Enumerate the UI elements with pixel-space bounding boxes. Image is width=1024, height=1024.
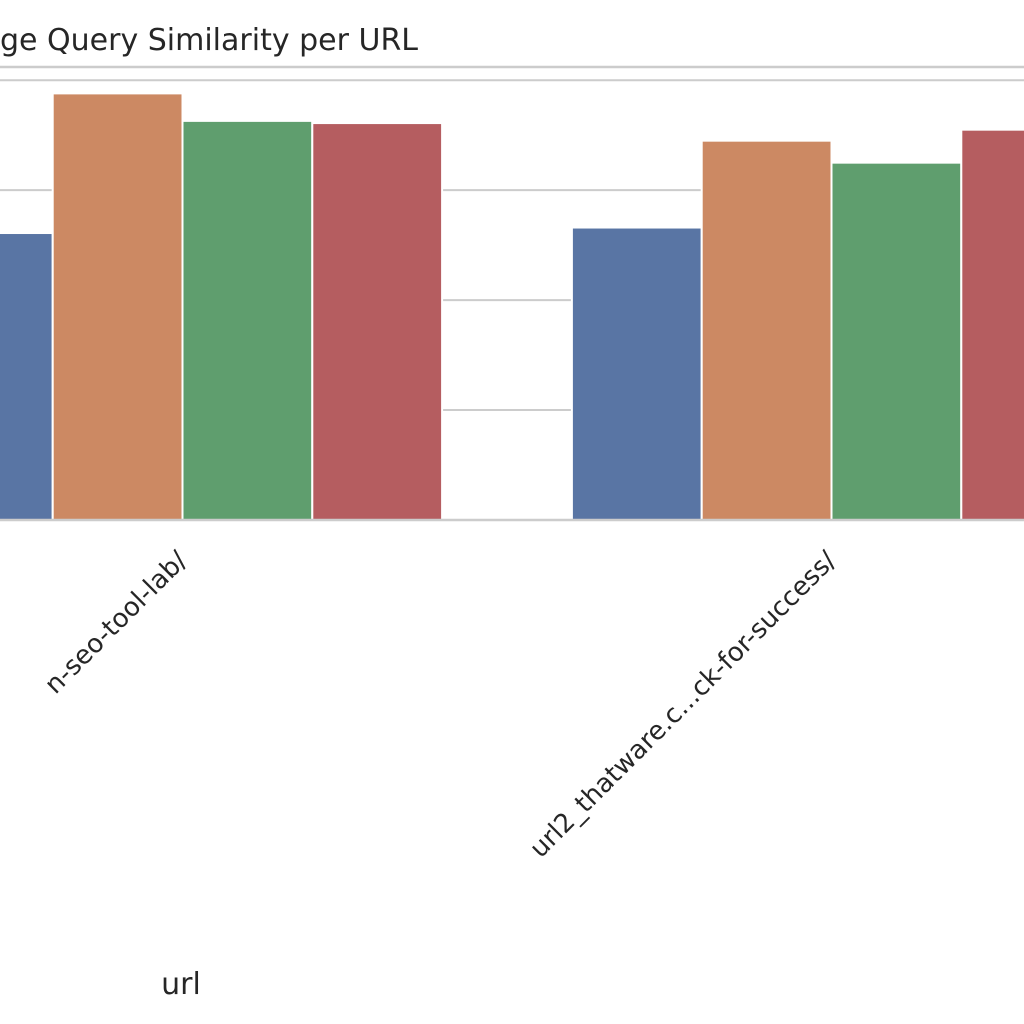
bar	[960, 128, 1024, 521]
bar	[181, 119, 314, 521]
x-tick-label: url2_thatware.c...ck-for-success/	[524, 546, 842, 864]
chart-title: ge Query Similarity per URL	[0, 23, 418, 58]
bar	[570, 226, 703, 522]
x-axis-label: url	[161, 967, 201, 1002]
bar	[700, 139, 833, 521]
bar	[830, 161, 963, 521]
bar	[51, 92, 184, 522]
bar	[311, 122, 444, 521]
bar	[0, 232, 54, 521]
x-tick-label: n-seo-tool-lab/	[39, 546, 193, 700]
